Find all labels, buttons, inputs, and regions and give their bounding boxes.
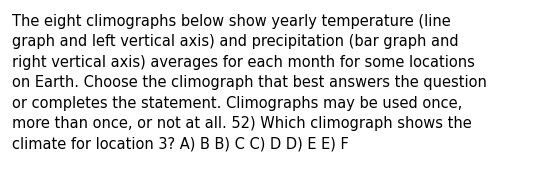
Text: The eight climographs below show yearly temperature (line
graph and left vertica: The eight climographs below show yearly … [12, 14, 487, 151]
